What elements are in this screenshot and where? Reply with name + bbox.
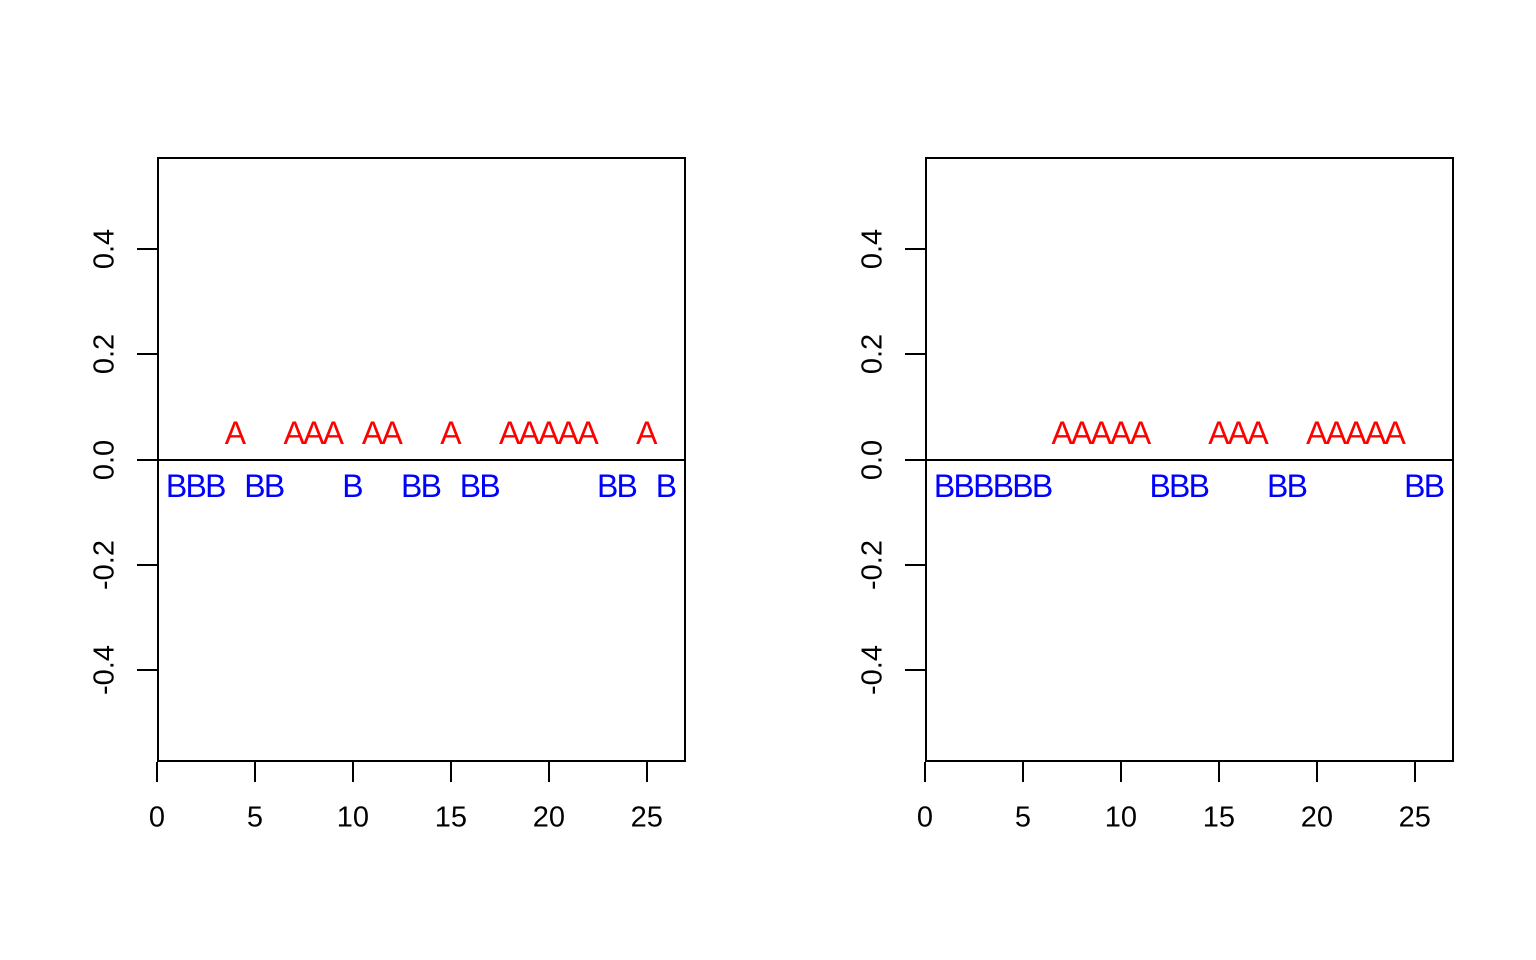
data-point-B: B	[479, 467, 501, 504]
data-point-A: A	[303, 415, 325, 452]
data-point-A: A	[636, 415, 658, 452]
x-axis-tick	[351, 762, 354, 782]
x-axis-tick-label: 10	[336, 801, 370, 834]
y-axis-tick-label: 0.0	[856, 439, 889, 480]
y-axis-tick	[905, 353, 925, 356]
x-axis-tick	[1315, 762, 1318, 782]
x-axis-tick-label: 20	[532, 801, 565, 834]
x-axis-tick-label: 15	[434, 801, 468, 834]
data-point-A: A	[224, 415, 247, 452]
y-axis-tick-label: -0.2	[856, 539, 889, 590]
x-axis-tick	[1119, 762, 1122, 782]
data-point-A: A	[1129, 415, 1152, 452]
data-point-B: B	[1149, 467, 1171, 504]
data-point-A: A	[1208, 415, 1230, 452]
y-axis-tick	[137, 458, 157, 461]
data-point-A: A	[1247, 415, 1269, 452]
y-axis-tick	[137, 563, 157, 566]
x-axis-tick-label: 25	[1398, 801, 1431, 834]
x-axis-tick-label: 15	[1202, 801, 1236, 834]
y-axis-tick-label: 0.0	[88, 439, 121, 480]
data-point-B: B	[459, 467, 482, 504]
data-point-B: B	[401, 467, 423, 504]
data-point-B: B	[1286, 467, 1308, 504]
data-point-B: B	[933, 467, 956, 504]
x-axis-tick-label: 0	[148, 801, 166, 834]
data-point-B: B	[616, 467, 638, 504]
x-axis-tick	[449, 762, 452, 782]
y-axis-tick	[137, 248, 157, 251]
zero-reference-line	[157, 458, 686, 461]
data-point-A: A	[283, 415, 305, 452]
y-axis-tick-label: -0.2	[88, 539, 121, 590]
data-point-A: A	[1227, 415, 1250, 452]
data-point-B: B	[655, 467, 678, 504]
x-axis-tick-label: 0	[916, 801, 934, 834]
zero-reference-line	[925, 458, 1454, 461]
y-axis-tick	[905, 458, 925, 461]
data-point-B: B	[420, 467, 442, 504]
y-axis-tick-label: 0.2	[856, 334, 889, 375]
y-axis-tick	[137, 353, 157, 356]
y-axis-tick	[137, 668, 157, 671]
y-axis-tick	[905, 563, 925, 566]
x-axis-tick	[1217, 762, 1220, 782]
x-axis-tick	[924, 762, 926, 782]
data-point-B: B	[596, 467, 619, 504]
data-point-A: A	[498, 415, 521, 452]
data-point-B: B	[244, 467, 266, 504]
x-axis-tick	[1413, 762, 1416, 782]
data-point-A: A	[381, 415, 403, 452]
data-point-B: B	[1266, 467, 1289, 504]
data-point-A: A	[518, 415, 540, 452]
y-axis-tick-label: 0.2	[88, 334, 121, 375]
data-point-A: A	[1384, 415, 1406, 452]
data-point-B: B	[263, 467, 286, 504]
data-point-B: B	[992, 467, 1015, 504]
data-point-A: A	[1345, 415, 1367, 452]
x-axis-tick	[156, 762, 158, 782]
data-point-B: B	[1031, 467, 1054, 504]
data-point-B: B	[1188, 467, 1210, 504]
data-point-B: B	[953, 467, 975, 504]
data-point-B: B	[1012, 467, 1034, 504]
data-point-A: A	[1110, 415, 1132, 452]
data-point-A: A	[557, 415, 580, 452]
data-point-A: A	[1325, 415, 1348, 452]
data-point-B: B	[973, 467, 995, 504]
data-point-A: A	[1071, 415, 1093, 452]
data-point-B: B	[165, 467, 188, 504]
y-axis-tick-label: 0.4	[856, 228, 889, 270]
data-point-A: A	[1051, 415, 1073, 452]
x-axis-tick-label: 20	[1300, 801, 1333, 834]
data-point-B: B	[205, 467, 227, 504]
y-axis-tick	[905, 668, 925, 671]
x-axis-tick	[1021, 762, 1024, 782]
x-axis-tick	[253, 762, 256, 782]
x-axis-tick-label: 10	[1104, 801, 1138, 834]
y-axis-tick-label: -0.4	[88, 644, 121, 695]
data-point-A: A	[577, 415, 599, 452]
x-axis-tick	[645, 762, 648, 782]
data-point-A: A	[322, 415, 344, 452]
data-point-B: B	[342, 467, 364, 504]
x-axis-tick-label: 5	[1014, 801, 1032, 834]
data-point-A: A	[1090, 415, 1112, 452]
y-axis-tick-label: 0.4	[88, 228, 121, 270]
data-point-B: B	[1404, 467, 1426, 504]
data-point-B: B	[1169, 467, 1191, 504]
data-point-A: A	[1364, 415, 1387, 452]
x-axis-tick-label: 25	[630, 801, 663, 834]
data-point-A: A	[538, 415, 560, 452]
x-axis-tick-label: 5	[246, 801, 264, 834]
y-axis-tick	[905, 248, 925, 251]
data-point-B: B	[1423, 467, 1446, 504]
data-point-B: B	[185, 467, 207, 504]
y-axis-tick-label: -0.4	[856, 644, 889, 695]
data-point-A: A	[1306, 415, 1328, 452]
x-axis-tick	[547, 762, 550, 782]
data-point-A: A	[361, 415, 384, 452]
data-point-A: A	[440, 415, 462, 452]
